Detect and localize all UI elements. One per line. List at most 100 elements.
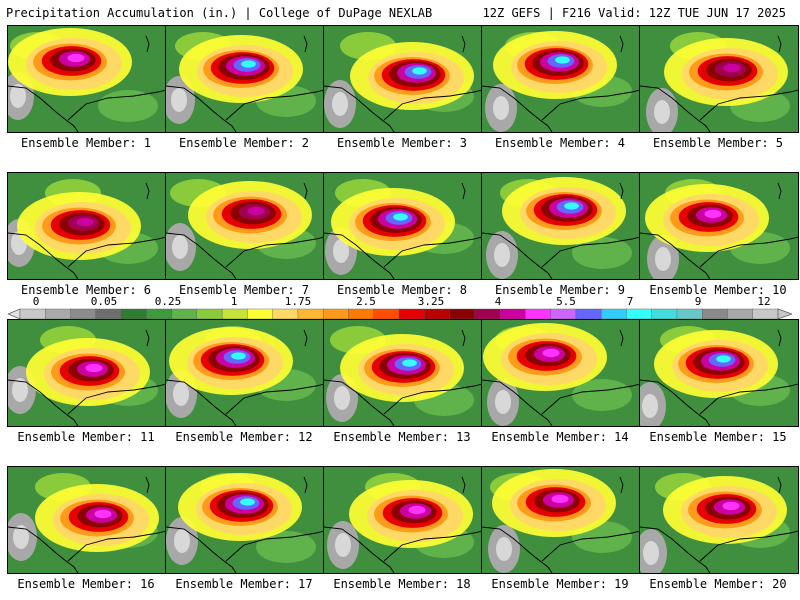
ensemble-member-label: Ensemble Member: 7 xyxy=(178,283,310,297)
ensemble-member-label: Ensemble Member: 8 xyxy=(336,283,468,297)
colorbar-swatch xyxy=(424,308,451,320)
colorbar-swatch xyxy=(575,308,602,320)
ensemble-panel xyxy=(165,25,325,133)
colorbar-swatch xyxy=(247,308,274,320)
precip-map xyxy=(166,320,324,426)
colorbar-swatch xyxy=(196,308,223,320)
colorbar-swatch xyxy=(348,308,375,320)
ensemble-member-label: Ensemble Member: 18 xyxy=(333,577,471,591)
colorbar-swatch xyxy=(550,308,577,320)
colorbar-tick-label: 9 xyxy=(694,295,702,308)
precip-map xyxy=(482,173,640,279)
ensemble-panel xyxy=(165,319,325,427)
ensemble-panel xyxy=(323,172,483,280)
colorbar-swatch xyxy=(272,308,299,320)
colorbar-swatch xyxy=(449,308,476,320)
ensemble-member-label: Ensemble Member: 20 xyxy=(649,577,787,591)
ensemble-panel xyxy=(7,466,167,574)
colorbar-tick-label: 0.25 xyxy=(154,295,182,308)
ensemble-member-label: Ensemble Member: 1 xyxy=(20,136,152,150)
colorbar-tick-label: 3.25 xyxy=(417,295,445,308)
ensemble-member-label: Ensemble Member: 16 xyxy=(17,577,155,591)
ensemble-member-label: Ensemble Member: 11 xyxy=(17,430,155,444)
ensemble-member-label: Ensemble Member: 6 xyxy=(20,283,152,297)
colorbar-tick-label: 1.75 xyxy=(284,295,312,308)
colorbar-swatch xyxy=(146,308,173,320)
colorbar-swatch xyxy=(120,308,148,320)
precip-map xyxy=(482,320,640,426)
precip-map xyxy=(166,173,324,279)
colorbar-swatch xyxy=(626,308,653,320)
ensemble-panel xyxy=(639,25,799,133)
colorbar-swatch xyxy=(171,308,198,320)
colorbar-swatch xyxy=(752,308,779,320)
ensemble-panel xyxy=(7,25,167,133)
colorbar-tick-label: 4 xyxy=(494,295,502,308)
precip-map xyxy=(8,320,166,426)
colorbar-swatch xyxy=(221,308,249,320)
ensemble-panel xyxy=(323,25,483,133)
ensemble-member-label: Ensemble Member: 5 xyxy=(652,136,784,150)
ensemble-panel xyxy=(7,319,167,427)
colorbar-swatch xyxy=(525,308,552,320)
ensemble-panel xyxy=(165,466,325,574)
colorbar-swatch xyxy=(474,308,501,320)
ensemble-panel xyxy=(481,319,641,427)
colorbar-swatch xyxy=(19,308,46,320)
ensemble-member-label: Ensemble Member: 19 xyxy=(491,577,629,591)
colorbar-tick-label: 1 xyxy=(230,295,238,308)
ensemble-panel xyxy=(639,466,799,574)
precip-map xyxy=(8,467,166,573)
ensemble-member-label: Ensemble Member: 4 xyxy=(494,136,626,150)
ensemble-panel xyxy=(481,25,641,133)
ensemble-member-label: Ensemble Member: 15 xyxy=(649,430,787,444)
precip-map xyxy=(640,467,798,573)
precip-map xyxy=(640,320,798,426)
precip-map xyxy=(8,173,166,279)
colorbar-swatch xyxy=(499,308,527,320)
ensemble-member-label: Ensemble Member: 9 xyxy=(494,283,626,297)
precip-map xyxy=(8,26,166,132)
precip-map xyxy=(324,467,482,573)
colorbar-swatch xyxy=(323,308,350,320)
precip-map xyxy=(482,26,640,132)
colorbar-tick-label: 12 xyxy=(757,295,771,308)
precip-map xyxy=(640,26,798,132)
ensemble-panel xyxy=(481,172,641,280)
colorbar-tick-label: 0 xyxy=(32,295,40,308)
precip-map xyxy=(324,173,482,279)
model-run-info: 12Z GEFS | F216 Valid: 12Z TUE JUN 17 20… xyxy=(482,6,786,20)
colorbar-swatch xyxy=(727,308,754,320)
ensemble-member-label: Ensemble Member: 12 xyxy=(175,430,313,444)
colorbar-tick-label: 5.5 xyxy=(556,295,576,308)
precip-map xyxy=(640,173,798,279)
precip-map xyxy=(166,467,324,573)
ensemble-member-label: Ensemble Member: 13 xyxy=(333,430,471,444)
colorbar-swatch xyxy=(651,308,678,320)
ensemble-panel xyxy=(639,319,799,427)
ensemble-member-label: Ensemble Member: 14 xyxy=(491,430,629,444)
precipitation-colorbar xyxy=(8,308,792,320)
page-title: Precipitation Accumulation (in.) | Colle… xyxy=(6,6,433,20)
colorbar-tick-label: 7 xyxy=(626,295,634,308)
colorbar-swatch xyxy=(702,308,729,320)
ensemble-panel xyxy=(323,466,483,574)
colorbar-swatch xyxy=(45,308,72,320)
ensemble-panel xyxy=(481,466,641,574)
precip-map xyxy=(324,26,482,132)
precip-map xyxy=(324,320,482,426)
ensemble-member-label: Ensemble Member: 17 xyxy=(175,577,313,591)
precip-map xyxy=(166,26,324,132)
precip-map xyxy=(482,467,640,573)
colorbar-swatch xyxy=(95,308,122,320)
colorbar-swatch xyxy=(297,308,324,320)
colorbar-tick-label: 2.5 xyxy=(356,295,376,308)
ensemble-panel xyxy=(165,172,325,280)
ensemble-panel xyxy=(639,172,799,280)
ensemble-panel xyxy=(323,319,483,427)
colorbar-swatch xyxy=(600,308,628,320)
ensemble-member-label: Ensemble Member: 2 xyxy=(178,136,310,150)
ensemble-member-label: Ensemble Member: 10 xyxy=(649,283,787,297)
colorbar-swatch xyxy=(70,308,97,320)
colorbar-swatch xyxy=(373,308,400,320)
